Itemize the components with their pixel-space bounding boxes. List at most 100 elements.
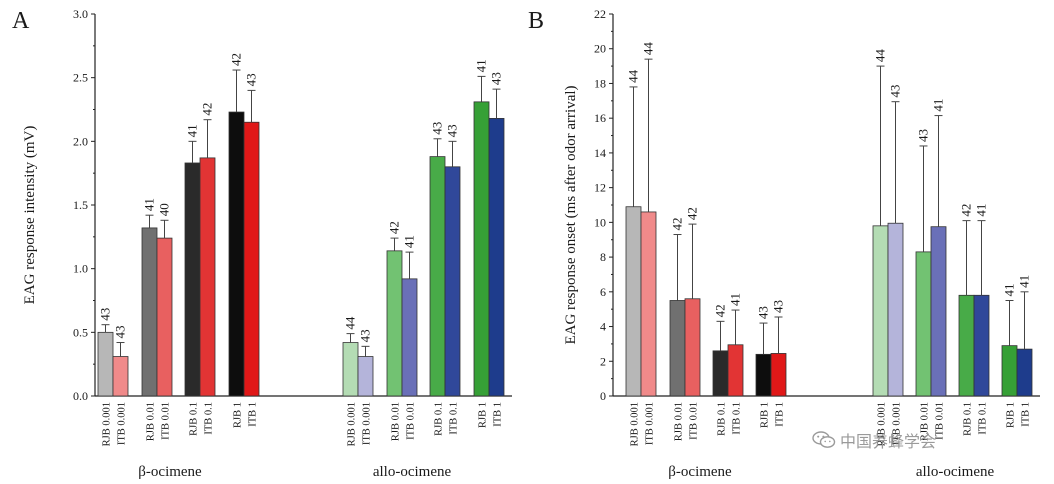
x-tick-label: RJB 0.01 [146,402,157,441]
x-tick-label: ITB 0.01 [406,402,417,440]
x-tick-label: ITB 0.1 [978,402,989,435]
y-tick-label: 18 [594,76,606,90]
bar [930,226,947,397]
x-tick-label: ITB 0.01 [689,402,700,440]
x-tick-label: ITB 1 [248,402,259,427]
sample-size-label: 41 [402,235,417,248]
y-tick-label: 1.0 [73,262,88,276]
sample-size-label: 41 [142,198,157,211]
panel-label: A [12,8,30,34]
bar [444,166,461,397]
sample-size-label: 41 [1002,284,1017,297]
x-tick-label: RJB 1 [1006,402,1017,428]
bar [243,121,260,397]
y-tick-label: 3.0 [73,7,88,21]
bar [755,353,772,397]
bar [887,222,904,397]
sample-size-label: 41 [728,293,743,306]
y-tick-label: 10 [594,215,606,229]
sample-size-label: 41 [185,124,200,137]
y-axis-label: EAG response intensity (mV) [22,126,38,305]
x-tick-label: RJB 0.001 [877,402,888,446]
sample-size-label: 43 [113,326,128,339]
sample-size-label: 42 [959,204,974,217]
bar [112,356,129,397]
sample-size-label: 41 [931,99,946,112]
sample-size-label: 43 [445,124,460,137]
y-tick-label: 20 [594,42,606,56]
bar [958,294,975,397]
bar [97,331,114,397]
x-tick-label: RJB 0.1 [189,402,200,436]
x-tick-label: ITB 0.001 [892,402,903,445]
sample-size-label: 44 [641,42,656,56]
x-tick-label: ITB 0.001 [362,402,373,445]
bar [640,211,657,397]
x-tick-label: ITB 0.01 [161,402,172,440]
watermark: 中国养蜂学会 [812,428,936,452]
x-tick-label: RJB 0.01 [920,402,931,441]
bar [973,294,990,397]
x-tick-label: ITB 0.001 [645,402,656,445]
y-tick-label: 4 [600,320,606,334]
x-tick-label: ITB 0.001 [117,402,128,445]
x-tick-label: ITB 1 [775,402,786,427]
x-tick-label: RJB 1 [233,402,244,428]
y-tick-label: 2.5 [73,71,88,85]
bar [473,101,490,397]
sample-size-label: 40 [157,203,172,216]
bar [342,342,359,397]
sample-size-label: 43 [430,122,445,135]
group-label: β-ocimene [138,464,202,480]
x-tick-label: ITB 0.01 [935,402,946,440]
bar [401,278,418,397]
sample-size-label: 43 [756,306,771,319]
bar [184,162,201,397]
y-tick-label: 2.0 [73,134,88,148]
sample-size-label: 42 [387,221,402,234]
watermark-text: 中国养蜂学会 [840,432,937,451]
bar [669,300,686,397]
bar [727,344,744,397]
sample-size-label: 44 [343,316,358,330]
x-tick-label: RJB 0.1 [717,402,728,436]
y-tick-label: 2 [600,354,606,368]
sample-size-label: 44 [626,69,641,83]
sample-size-label: 42 [200,103,215,116]
sample-size-label: 43 [489,72,504,85]
y-tick-label: 16 [594,111,606,125]
sample-size-label: 41 [974,204,989,217]
sample-size-label: 43 [98,308,113,321]
x-tick-label: RJB 1 [760,402,771,428]
sample-size-label: 43 [358,329,373,342]
x-tick-label: ITB 1 [493,402,504,427]
x-tick-label: RJB 0.01 [674,402,685,441]
bar [386,250,403,397]
x-tick-label: RJB 0.1 [434,402,445,436]
x-tick-label: RJB 0.1 [963,402,974,436]
x-tick-label: RJB 0.001 [102,402,113,446]
x-tick-label: RJB 0.001 [347,402,358,446]
bar [199,157,216,397]
bar [915,251,932,397]
sample-size-label: 43 [244,73,259,86]
group-label: β-ocimene [668,464,732,480]
bar [872,225,889,397]
bar [141,227,158,397]
bar [684,298,701,397]
bar [488,118,505,397]
y-tick-label: 12 [594,181,606,195]
bar [1001,345,1018,397]
bar [712,350,729,397]
x-tick-label: ITB 0.1 [449,402,460,435]
sample-size-label: 42 [229,53,244,66]
y-tick-label: 8 [600,250,606,264]
y-tick-label: 0 [600,389,606,403]
x-tick-label: RJB 0.001 [630,402,641,446]
bar [429,156,446,397]
bar [228,111,245,397]
sample-size-label: 43 [916,129,931,142]
wechat-icon [812,431,836,448]
sample-size-label: 41 [1017,275,1032,288]
